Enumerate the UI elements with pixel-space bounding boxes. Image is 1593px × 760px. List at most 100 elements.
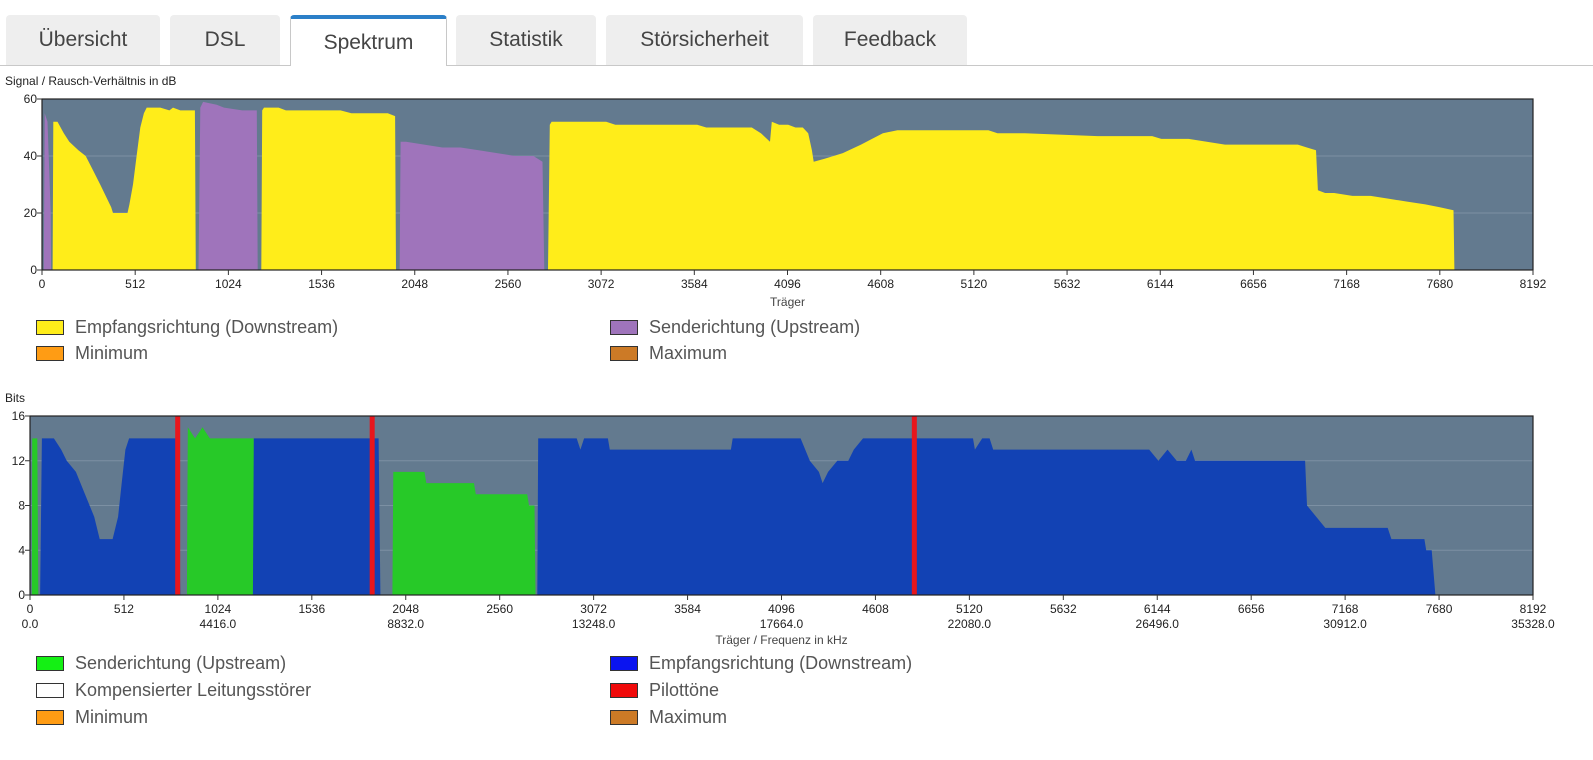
snr-x-tick-label: 3072 [588, 277, 615, 291]
legend-swatch [610, 346, 638, 361]
legend-swatch [36, 320, 64, 335]
bits-chart: 0 4 8 12 16 0 512 1024 1536 2048 2560 3072 3584 4096 4… [12, 409, 1555, 647]
bits-x-khz-label: 0.0 [22, 617, 39, 631]
bits-x-khz-label: 26496.0 [1136, 617, 1180, 631]
snr-chart-title: Signal / Rausch-Verhältnis in dB [5, 74, 177, 88]
legend-label: Empfangsrichtung (Downstream) [75, 317, 339, 337]
bits-x-tick-label: 1536 [298, 602, 325, 616]
snr-x-tick-label: 8192 [1520, 277, 1547, 291]
bits-x-tick-label: 7680 [1426, 602, 1453, 616]
bits-y-tick-label: 4 [18, 543, 25, 557]
bits-x-axis-label: Träger / Frequenz in kHz [715, 633, 847, 647]
snr-series-4 [399, 141, 545, 270]
bits-chart-title: Bits [5, 391, 26, 405]
snr-x-tick-label: 7680 [1426, 277, 1453, 291]
snr-series-1 [52, 107, 196, 270]
tab-stoersicherheit[interactable]: Störsicherheit [606, 15, 803, 65]
legend-label: Maximum [649, 343, 728, 363]
snr-series-2 [198, 101, 258, 271]
snr-x-tick-label: 6144 [1147, 277, 1174, 291]
legend-label: Senderichtung (Upstream) [649, 317, 861, 337]
bits-x-tick-label: 3072 [580, 602, 607, 616]
bits-pilot-tone [369, 416, 375, 595]
snr-x-tick-label: 7168 [1333, 277, 1360, 291]
snr-x-tick-label: 6656 [1240, 277, 1267, 291]
bits-y-tick-label: 0 [18, 588, 25, 602]
bits-legend-pilot: Pilottöne [610, 680, 719, 701]
snr-x-tick-label: 4096 [774, 277, 801, 291]
snr-legend-upstream: Senderichtung (Upstream) [610, 317, 860, 338]
legend-swatch [36, 656, 64, 671]
bits-legend-maximum: Maximum [610, 707, 727, 728]
snr-y-tick-label: 0 [30, 263, 37, 277]
bits-x-khz-label: 35328.0 [1511, 617, 1555, 631]
legend-swatch [36, 683, 64, 698]
legend-label: Senderichtung (Upstream) [75, 653, 287, 673]
bits-x-tick-label: 4608 [862, 602, 889, 616]
bits-legend-minimum: Minimum [36, 707, 148, 728]
legend-swatch [610, 320, 638, 335]
tab-dsl[interactable]: DSL [170, 15, 280, 65]
bits-x-khz-label: 30912.0 [1323, 617, 1367, 631]
snr-x-tick-label: 2560 [495, 277, 522, 291]
legend-swatch [610, 683, 638, 698]
bits-x-tick-label: 4096 [768, 602, 795, 616]
bits-x-tick-label: 512 [114, 602, 134, 616]
tab-bar: Übersicht DSL Spektrum Statistik Störsic… [0, 0, 1593, 66]
legend-label: Pilottöne [649, 680, 720, 700]
snr-x-tick-label: 5632 [1054, 277, 1081, 291]
legend-swatch [36, 710, 64, 725]
snr-x-tick-label: 4608 [867, 277, 894, 291]
snr-x-axis-label: Träger [770, 295, 805, 309]
bits-pilot-tone [911, 416, 917, 595]
snr-series-5 [548, 121, 1455, 270]
snr-series-3 [261, 107, 396, 270]
snr-x-tick-label: 1536 [308, 277, 335, 291]
legend-swatch [610, 656, 638, 671]
legend-label: Empfangsrichtung (Downstream) [649, 653, 913, 673]
legend-swatch [36, 346, 64, 361]
snr-series-0 [43, 113, 52, 270]
bits-x-tick-label: 2048 [392, 602, 419, 616]
bits-legend-upstream: Senderichtung (Upstream) [36, 653, 286, 674]
bits-series-3 [252, 438, 381, 595]
bits-series-0 [31, 438, 39, 595]
bits-x-tick-label: 0 [27, 602, 34, 616]
bits-pilot-tone [175, 416, 181, 595]
snr-legend-maximum: Maximum [610, 343, 727, 364]
bits-series-5 [537, 438, 1438, 595]
legend-label: Minimum [75, 707, 149, 727]
bits-legend-compensated: Kompensierter Leitungsstörer [36, 680, 311, 701]
bits-legend-downstream: Empfangsrichtung (Downstream) [610, 653, 912, 674]
bits-series-1 [40, 438, 181, 595]
bits-x-tick-label: 5120 [956, 602, 983, 616]
legend-label: Minimum [75, 343, 149, 363]
legend-swatch [610, 710, 638, 725]
snr-x-tick-label: 0 [39, 277, 46, 291]
bits-y-tick-label: 12 [12, 454, 26, 468]
legend-label: Maximum [649, 707, 728, 727]
tab-statistik[interactable]: Statistik [456, 15, 596, 65]
tab-feedback[interactable]: Feedback [813, 15, 967, 65]
snr-x-tick-label: 1024 [215, 277, 242, 291]
snr-y-tick-label: 20 [24, 206, 38, 220]
snr-x-tick-label: 5120 [961, 277, 988, 291]
bits-x-khz-label: 8832.0 [387, 617, 424, 631]
bits-y-tick-label: 16 [12, 409, 26, 423]
snr-x-tick-label: 512 [125, 277, 145, 291]
bits-x-tick-label: 1024 [205, 602, 232, 616]
bits-y-tick-label: 8 [18, 499, 25, 513]
tab-uebersicht[interactable]: Übersicht [6, 15, 160, 65]
bits-series-2 [186, 427, 256, 595]
bits-x-tick-label: 6656 [1238, 602, 1265, 616]
snr-x-tick-label: 3584 [681, 277, 708, 291]
bits-x-khz-label: 13248.0 [572, 617, 616, 631]
bits-x-tick-label: 2560 [486, 602, 513, 616]
snr-chart: 0 20 40 60 0 512 1024 1536 2048 2560 3072 3584 4096 4… [24, 92, 1547, 309]
snr-x-tick-label: 2048 [401, 277, 428, 291]
snr-y-tick-label: 60 [24, 92, 38, 106]
tab-baseline [0, 65, 1593, 66]
bits-series-4 [392, 471, 536, 595]
bits-x-tick-label: 6144 [1144, 602, 1171, 616]
tab-spektrum[interactable]: Spektrum [290, 15, 447, 66]
